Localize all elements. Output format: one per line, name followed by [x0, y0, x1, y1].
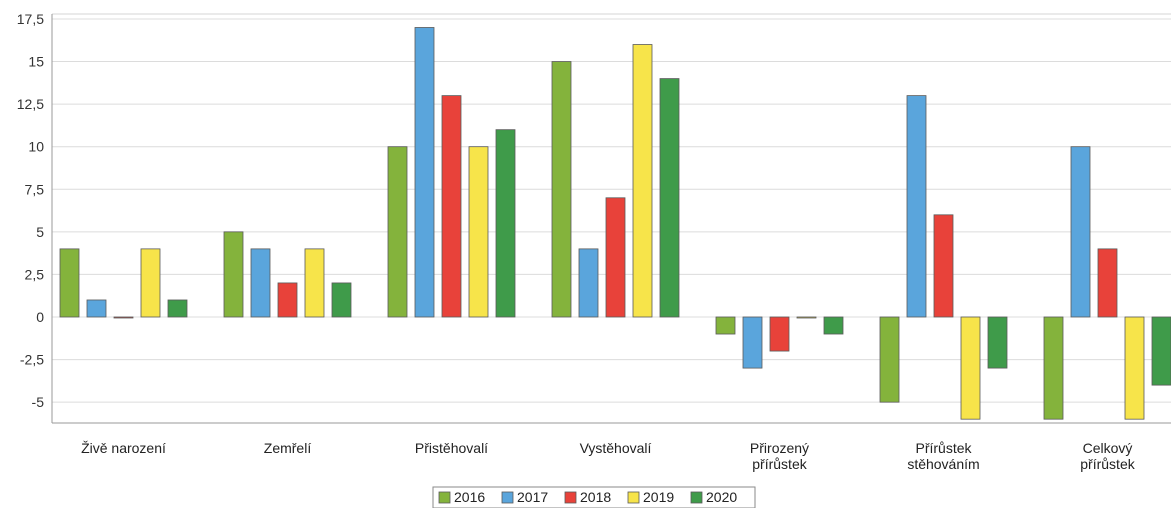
legend-label-2019: 2019: [643, 489, 674, 505]
bar-2016-4: [715, 316, 736, 335]
bar-2016-1: [223, 231, 244, 318]
bar-2019-0: [140, 248, 161, 318]
bar-2016-0: [59, 248, 80, 318]
bar-2020-2: [495, 129, 516, 318]
bar-2020-1: [331, 282, 352, 318]
y-tick-label: 15: [28, 54, 44, 70]
bar-2018-3: [605, 197, 626, 318]
legend-label-2018: 2018: [580, 489, 611, 505]
bar-2018-2: [441, 95, 462, 318]
legend-swatch-2020: [690, 491, 703, 504]
bar-2018-6: [1097, 248, 1118, 318]
bar-2019-5: [960, 316, 981, 420]
bar-2020-4: [823, 316, 844, 335]
legend-swatch-2016: [438, 491, 451, 504]
legend-swatch-2017: [501, 491, 514, 504]
bar-2019-3: [632, 44, 653, 318]
bar-2017-3: [578, 248, 599, 318]
bar-2018-0: [113, 316, 134, 319]
y-tick-label: -2,5: [20, 352, 44, 368]
bar-2019-2: [468, 146, 489, 318]
bar-2017-2: [414, 27, 435, 318]
x-category-label: stěhováním: [907, 456, 979, 472]
y-tick-label: 17,5: [17, 11, 44, 27]
y-tick-label: 10: [28, 139, 44, 155]
bar-2018-4: [769, 316, 790, 352]
bar-2016-5: [879, 316, 900, 403]
x-category-label: Živě narození: [81, 440, 166, 456]
bar-2018-1: [277, 282, 298, 318]
bar-2020-6: [1151, 316, 1171, 386]
legend-swatch-2018: [564, 491, 577, 504]
y-tick-label: 2,5: [25, 266, 45, 282]
bar-2020-0: [167, 299, 188, 318]
legend-label-2017: 2017: [517, 489, 548, 505]
x-category-label: přírůstek: [1080, 456, 1135, 472]
y-tick-label: 7,5: [25, 181, 45, 197]
legend-label-2016: 2016: [454, 489, 485, 505]
x-category-label: Celkový: [1083, 440, 1133, 456]
bar-2016-2: [387, 146, 408, 318]
bar-2017-4: [742, 316, 763, 369]
y-tick-label: 5: [36, 224, 44, 240]
legend-label-2020: 2020: [706, 489, 737, 505]
bar-2017-1: [250, 248, 271, 318]
bar-2018-5: [933, 214, 954, 318]
y-tick-label: 0: [36, 309, 44, 325]
bar-2019-6: [1124, 316, 1145, 420]
x-category-label: Přirozený: [750, 440, 809, 456]
legend-swatch-2019: [627, 491, 640, 504]
bar-2017-5: [906, 95, 927, 318]
x-category-label: Zemřelí: [264, 440, 312, 456]
x-category-label: Přistěhovalí: [415, 440, 488, 456]
bar-2016-6: [1043, 316, 1064, 420]
y-tick-label: -5: [32, 394, 45, 410]
bar-2020-3: [659, 78, 680, 318]
x-category-label: přírůstek: [752, 456, 807, 472]
bar-2019-1: [304, 248, 325, 318]
x-category-label: Přírůstek: [915, 440, 972, 456]
y-tick-label: 12,5: [17, 96, 44, 112]
bar-2017-6: [1070, 146, 1091, 318]
x-category-label: Vystěhovalí: [580, 440, 652, 456]
bar-2019-4: [796, 316, 817, 319]
bar-2017-0: [86, 299, 107, 318]
bar-2020-5: [987, 316, 1008, 369]
bar-2016-3: [551, 61, 572, 318]
